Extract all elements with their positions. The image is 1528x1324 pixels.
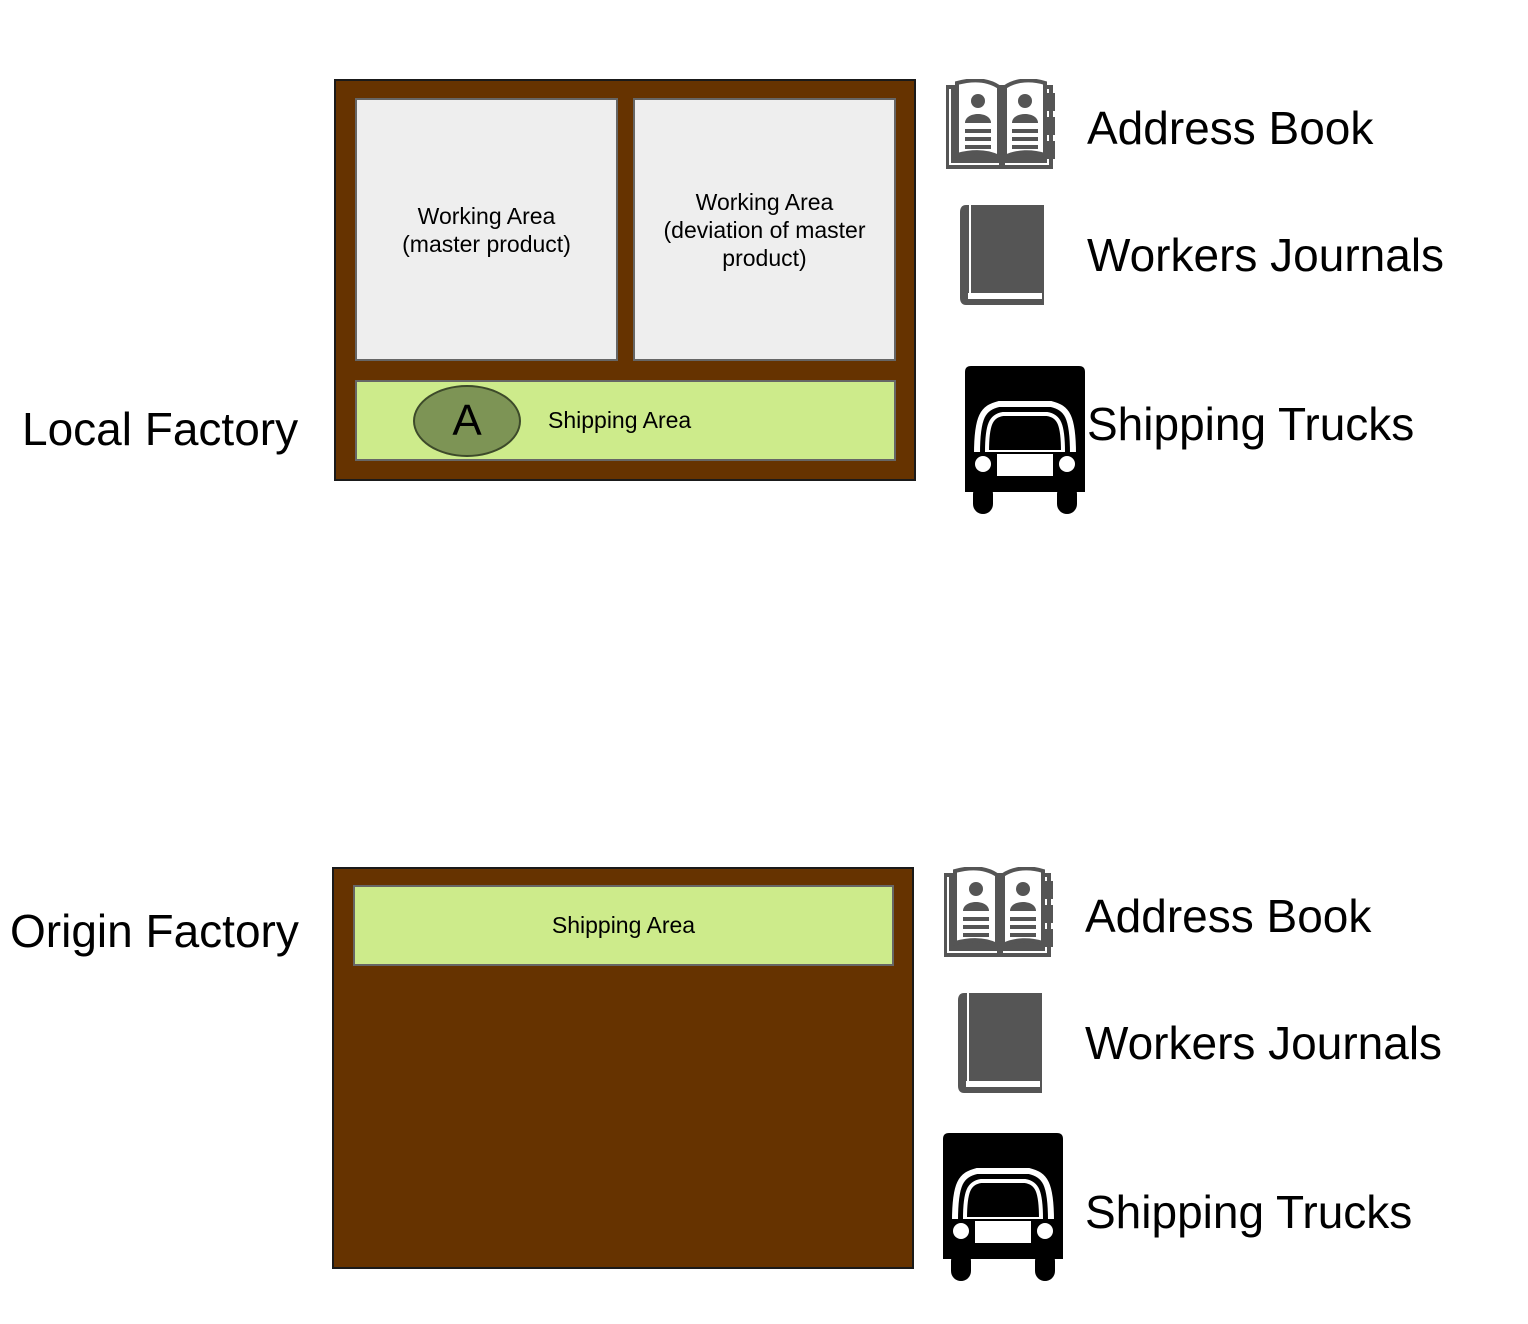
book-icon [958,993,1042,1093]
local-factory-box: Working Area (master product) Working Ar… [334,79,916,481]
address-book-icon [946,79,1058,169]
origin-factory-box: Shipping Area [332,867,914,1269]
address-book-icon [944,867,1056,957]
legend-workers-journals-label: Workers Journals [1087,229,1445,281]
book-icon [960,205,1044,305]
origin-shipping-area-label: Shipping Area [551,912,696,938]
legend-shipping-trucks-label: Shipping Trucks [1085,1186,1413,1238]
local-shipping-area-label: Shipping Area [548,407,692,433]
working-area-master: Working Area (master product) [355,98,618,361]
working-area-deviation: Working Area (deviation of master produc… [633,98,896,361]
legend-workers-journals-label: Workers Journals [1085,1017,1443,1069]
legend-shipping-trucks-label: Shipping Trucks [1087,398,1415,450]
origin-factory-label: Origin Factory [10,905,299,957]
origin-shipping-area: Shipping Area [353,885,894,966]
truck-icon [943,1133,1063,1281]
token-a: A [413,385,521,457]
local-factory-label: Local Factory [22,403,299,455]
legend-address-book-label: Address Book [1087,102,1374,154]
truck-icon [965,366,1085,514]
local-shipping-area: A Shipping Area [355,380,896,461]
legend-address-book-label: Address Book [1085,890,1372,942]
